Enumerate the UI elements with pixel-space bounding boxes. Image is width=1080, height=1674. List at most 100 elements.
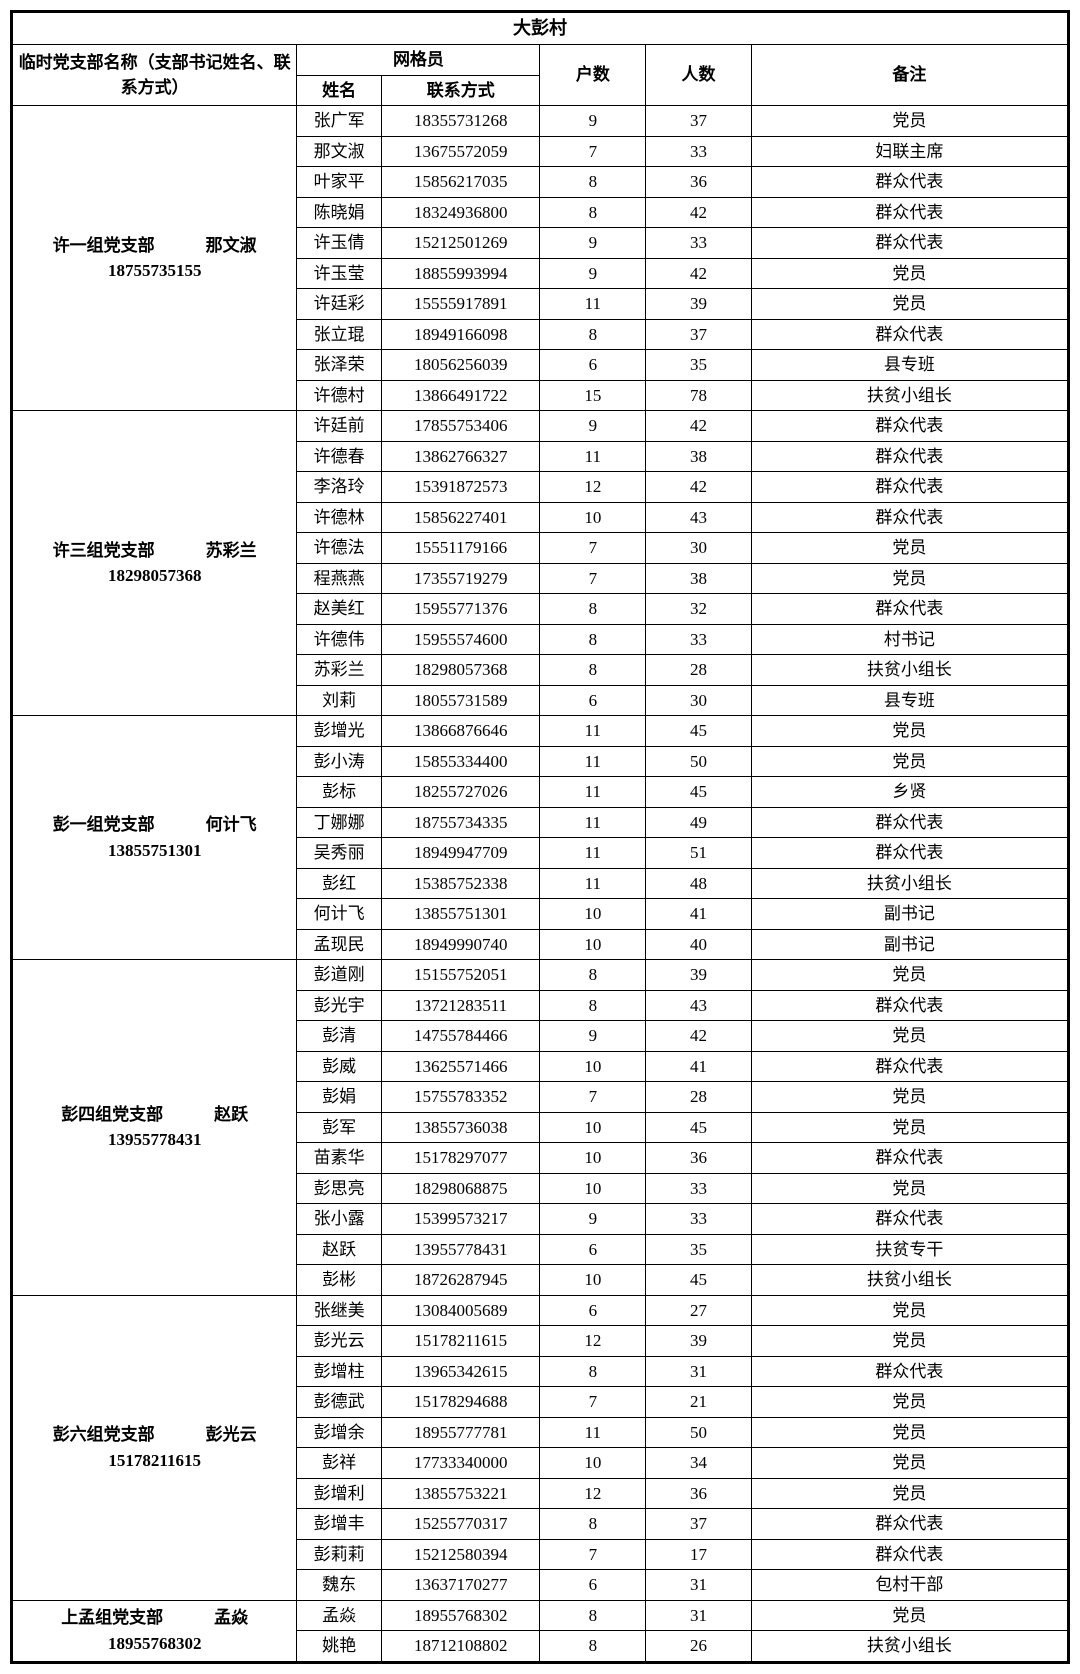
branch-cell: 彭六组党支部 彭光云 15178211615 [12, 1295, 297, 1600]
cell-note: 群众代表 [751, 1509, 1068, 1540]
cell-name: 彭红 [297, 868, 382, 899]
cell-people: 51 [646, 838, 752, 869]
cell-people: 45 [646, 716, 752, 747]
cell-name: 刘莉 [297, 685, 382, 716]
cell-people: 37 [646, 319, 752, 350]
cell-people: 42 [646, 258, 752, 289]
cell-households: 10 [540, 1112, 646, 1143]
cell-note: 群众代表 [751, 472, 1068, 503]
cell-note: 党员 [751, 1478, 1068, 1509]
cell-households: 9 [540, 1204, 646, 1235]
cell-contact: 18955768302 [381, 1600, 540, 1631]
cell-name: 彭清 [297, 1021, 382, 1052]
cell-contact: 15212501269 [381, 228, 540, 259]
cell-note: 群众代表 [751, 990, 1068, 1021]
cell-contact: 18355731268 [381, 106, 540, 137]
cell-people: 30 [646, 533, 752, 564]
cell-households: 9 [540, 106, 646, 137]
cell-name: 彭莉莉 [297, 1539, 382, 1570]
cell-households: 8 [540, 197, 646, 228]
cell-households: 10 [540, 1143, 646, 1174]
cell-name: 彭增余 [297, 1417, 382, 1448]
cell-note: 党员 [751, 1082, 1068, 1113]
cell-note: 乡贤 [751, 777, 1068, 808]
cell-name: 张泽荣 [297, 350, 382, 381]
cell-name: 张继美 [297, 1295, 382, 1326]
cell-contact: 17733340000 [381, 1448, 540, 1479]
cell-people: 27 [646, 1295, 752, 1326]
cell-note: 群众代表 [751, 441, 1068, 472]
cell-households: 8 [540, 960, 646, 991]
table-row: 彭一组党支部 何计飞 13855751301彭增光138668766461145… [12, 716, 1069, 747]
cell-contact: 13955778431 [381, 1234, 540, 1265]
cell-contact: 13866876646 [381, 716, 540, 747]
cell-people: 30 [646, 685, 752, 716]
header-households: 户数 [540, 45, 646, 106]
cell-note: 村书记 [751, 624, 1068, 655]
cell-people: 36 [646, 1143, 752, 1174]
village-table: 大彭村临时党支部名称（支部书记姓名、联系方式）网格员户数人数备注姓名联系方式许一… [10, 10, 1070, 1664]
cell-households: 10 [540, 1051, 646, 1082]
cell-note: 党员 [751, 1173, 1068, 1204]
cell-note: 包村干部 [751, 1570, 1068, 1601]
cell-people: 31 [646, 1600, 752, 1631]
cell-note: 扶贫小组长 [751, 655, 1068, 686]
cell-households: 8 [540, 594, 646, 625]
cell-contact: 13084005689 [381, 1295, 540, 1326]
cell-note: 扶贫小组长 [751, 1631, 1068, 1663]
cell-people: 45 [646, 777, 752, 808]
table-row: 许三组党支部 苏彩兰 18298057368许廷前17855753406942群… [12, 411, 1069, 442]
table-title: 大彭村 [12, 12, 1069, 45]
cell-note: 群众代表 [751, 838, 1068, 869]
cell-name: 张广军 [297, 106, 382, 137]
cell-contact: 15155752051 [381, 960, 540, 991]
cell-households: 6 [540, 685, 646, 716]
cell-name: 吴秀丽 [297, 838, 382, 869]
cell-people: 39 [646, 289, 752, 320]
cell-people: 42 [646, 472, 752, 503]
cell-households: 7 [540, 1082, 646, 1113]
cell-note: 党员 [751, 1448, 1068, 1479]
table-row: 彭六组党支部 彭光云 15178211615张继美13084005689627党… [12, 1295, 1069, 1326]
cell-contact: 18255727026 [381, 777, 540, 808]
cell-note: 群众代表 [751, 1204, 1068, 1235]
cell-households: 15 [540, 380, 646, 411]
cell-note: 党员 [751, 1600, 1068, 1631]
cell-note: 群众代表 [751, 807, 1068, 838]
cell-name: 彭思亮 [297, 1173, 382, 1204]
cell-contact: 18324936800 [381, 197, 540, 228]
cell-note: 党员 [751, 746, 1068, 777]
cell-people: 38 [646, 563, 752, 594]
cell-name: 许廷前 [297, 411, 382, 442]
cell-households: 6 [540, 1570, 646, 1601]
cell-note: 党员 [751, 1295, 1068, 1326]
cell-households: 6 [540, 1295, 646, 1326]
cell-note: 党员 [751, 716, 1068, 747]
cell-contact: 13855736038 [381, 1112, 540, 1143]
cell-name: 许德村 [297, 380, 382, 411]
cell-name: 彭光宇 [297, 990, 382, 1021]
cell-name: 彭增丰 [297, 1509, 382, 1540]
cell-note: 党员 [751, 563, 1068, 594]
cell-name: 赵跃 [297, 1234, 382, 1265]
cell-name: 彭标 [297, 777, 382, 808]
cell-people: 42 [646, 197, 752, 228]
cell-households: 7 [540, 563, 646, 594]
header-people: 人数 [646, 45, 752, 106]
cell-people: 35 [646, 350, 752, 381]
cell-people: 41 [646, 899, 752, 930]
cell-name: 那文淑 [297, 136, 382, 167]
cell-households: 7 [540, 1387, 646, 1418]
cell-note: 群众代表 [751, 1539, 1068, 1570]
cell-people: 33 [646, 624, 752, 655]
cell-contact: 13637170277 [381, 1570, 540, 1601]
cell-name: 彭增光 [297, 716, 382, 747]
cell-name: 孟焱 [297, 1600, 382, 1631]
cell-people: 37 [646, 106, 752, 137]
cell-contact: 15399573217 [381, 1204, 540, 1235]
cell-people: 42 [646, 1021, 752, 1052]
cell-name: 彭道刚 [297, 960, 382, 991]
cell-name: 姚艳 [297, 1631, 382, 1663]
cell-households: 10 [540, 1265, 646, 1296]
cell-people: 28 [646, 1082, 752, 1113]
